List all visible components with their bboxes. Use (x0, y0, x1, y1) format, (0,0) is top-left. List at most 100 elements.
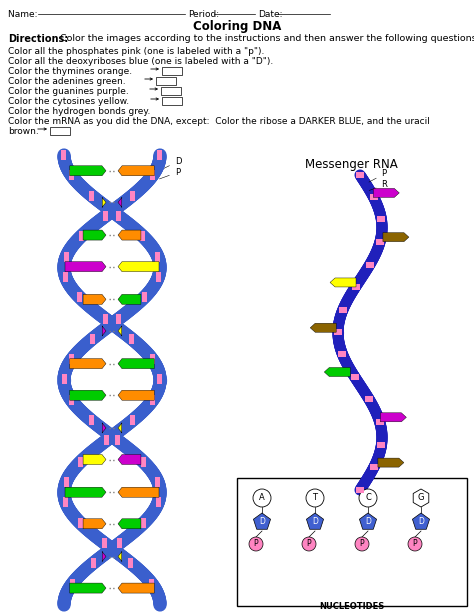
FancyArrow shape (118, 390, 154, 400)
Bar (155, 497, 161, 508)
Text: R: R (369, 180, 387, 191)
Bar (150, 354, 155, 364)
Circle shape (249, 537, 263, 551)
Text: NUCLEOTIDES: NUCLEOTIDES (319, 602, 384, 611)
FancyArrow shape (324, 368, 350, 376)
Text: Color the thymines orange.: Color the thymines orange. (8, 67, 132, 76)
Bar (377, 216, 385, 223)
FancyArrow shape (118, 487, 159, 497)
FancyBboxPatch shape (162, 67, 182, 75)
Bar (140, 231, 146, 241)
Bar (141, 517, 146, 528)
Text: Color the cytosines yellow.: Color the cytosines yellow. (8, 97, 129, 106)
Text: Date:: Date: (258, 10, 283, 19)
Text: T: T (312, 493, 318, 503)
Polygon shape (413, 489, 429, 507)
Text: Color all the deoxyriboses blue (one is labeled with a "D").: Color all the deoxyriboses blue (one is … (8, 57, 273, 66)
Bar (103, 211, 108, 221)
Bar (334, 329, 342, 335)
FancyBboxPatch shape (50, 127, 70, 135)
FancyArrow shape (330, 278, 356, 287)
Bar (117, 313, 121, 324)
Bar (78, 517, 82, 528)
Text: Color all the phosphates pink (one is labeled with a "p").: Color all the phosphates pink (one is la… (8, 47, 264, 56)
Polygon shape (254, 513, 271, 529)
FancyArrow shape (102, 326, 106, 336)
Bar (70, 579, 75, 588)
FancyArrow shape (83, 519, 106, 529)
Bar (141, 457, 146, 466)
FancyArrow shape (70, 390, 106, 400)
FancyArrow shape (65, 487, 106, 497)
FancyArrow shape (118, 326, 122, 336)
Bar (237, 478, 467, 606)
Bar (89, 415, 93, 425)
Bar (64, 497, 68, 508)
Polygon shape (412, 513, 429, 529)
Circle shape (253, 489, 271, 507)
Bar (338, 351, 346, 357)
FancyArrow shape (83, 454, 106, 465)
Text: G: G (418, 493, 424, 503)
Bar (79, 231, 84, 241)
Bar (89, 191, 94, 200)
FancyArrow shape (118, 423, 122, 433)
FancyArrow shape (102, 552, 106, 562)
FancyArrow shape (102, 197, 106, 207)
Bar (149, 579, 154, 588)
Text: Color the guanines purple.: Color the guanines purple. (8, 87, 129, 96)
FancyArrow shape (70, 583, 106, 593)
FancyArrow shape (83, 294, 106, 305)
FancyArrow shape (118, 197, 122, 207)
Text: C: C (365, 493, 371, 503)
Text: Color the hydrogen bonds grey.: Color the hydrogen bonds grey. (8, 107, 150, 116)
Text: Color the images according to the instructions and then answer the following que: Color the images according to the instru… (57, 34, 474, 43)
Circle shape (355, 537, 369, 551)
Circle shape (306, 489, 324, 507)
Bar (356, 172, 364, 178)
Bar (63, 272, 68, 282)
Bar (370, 464, 378, 470)
Bar (104, 435, 109, 445)
FancyArrow shape (83, 230, 106, 240)
Circle shape (408, 537, 422, 551)
Text: D: D (418, 517, 424, 527)
Bar (69, 395, 73, 405)
Bar (69, 354, 74, 364)
Bar (155, 477, 161, 487)
Bar (78, 457, 83, 466)
Text: A: A (259, 493, 265, 503)
Bar (129, 334, 134, 344)
FancyBboxPatch shape (162, 97, 182, 105)
FancyArrow shape (102, 423, 106, 433)
Bar (91, 558, 96, 568)
Bar (115, 435, 120, 445)
Text: Messenger RNA: Messenger RNA (305, 158, 398, 171)
FancyArrow shape (118, 519, 141, 529)
Bar (64, 251, 69, 262)
Bar (130, 191, 135, 200)
Bar (155, 251, 160, 262)
FancyArrow shape (118, 454, 141, 465)
Text: P: P (159, 168, 180, 179)
Bar (157, 375, 163, 384)
Polygon shape (306, 513, 324, 529)
Text: Color the mRNA as you did the DNA, except:  Color the ribose a DARKER BLUE, and : Color the mRNA as you did the DNA, excep… (8, 117, 430, 126)
Text: P: P (369, 169, 387, 182)
FancyArrow shape (118, 230, 141, 240)
Text: P: P (254, 539, 258, 549)
FancyArrow shape (383, 233, 409, 242)
Bar (377, 442, 385, 447)
Bar (142, 292, 147, 302)
FancyArrow shape (378, 458, 404, 467)
Bar (375, 419, 383, 425)
Text: P: P (360, 539, 365, 549)
FancyBboxPatch shape (161, 87, 181, 95)
Bar (102, 538, 107, 548)
Bar (62, 150, 66, 160)
FancyArrow shape (310, 323, 336, 332)
Text: D: D (312, 517, 318, 527)
Bar (356, 487, 364, 493)
FancyArrow shape (118, 166, 154, 176)
FancyArrow shape (118, 262, 159, 272)
